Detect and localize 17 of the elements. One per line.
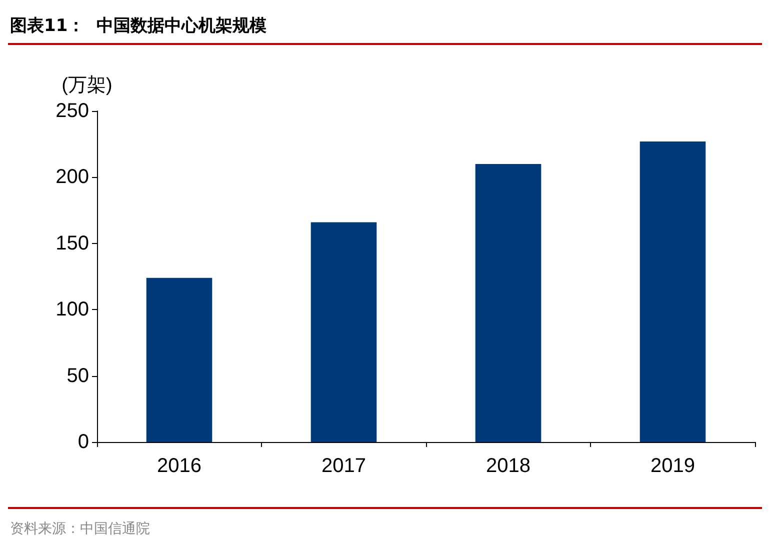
bar [146, 278, 212, 442]
y-axis-title: (万架) [62, 75, 112, 96]
y-tick-label: 0 [78, 431, 89, 453]
bar [310, 222, 377, 442]
x-tick-label: 2018 [486, 455, 530, 477]
y-tick-label: 50 [66, 364, 89, 387]
x-tick-label: 2016 [157, 455, 202, 477]
x-tick-label: 2017 [322, 455, 366, 477]
chart-title: 图表11： 中国数据中心机架规模 [10, 15, 266, 37]
y-tick-label: 250 [56, 100, 89, 122]
y-tick-label: 100 [56, 298, 89, 321]
text: 资料来源：中国信通院 [10, 520, 150, 538]
bar [640, 141, 706, 442]
x-tick-label: 2019 [650, 455, 695, 477]
y-tick-label: 150 [56, 232, 89, 254]
bar [475, 164, 542, 442]
y-tick-label: 200 [56, 166, 89, 188]
